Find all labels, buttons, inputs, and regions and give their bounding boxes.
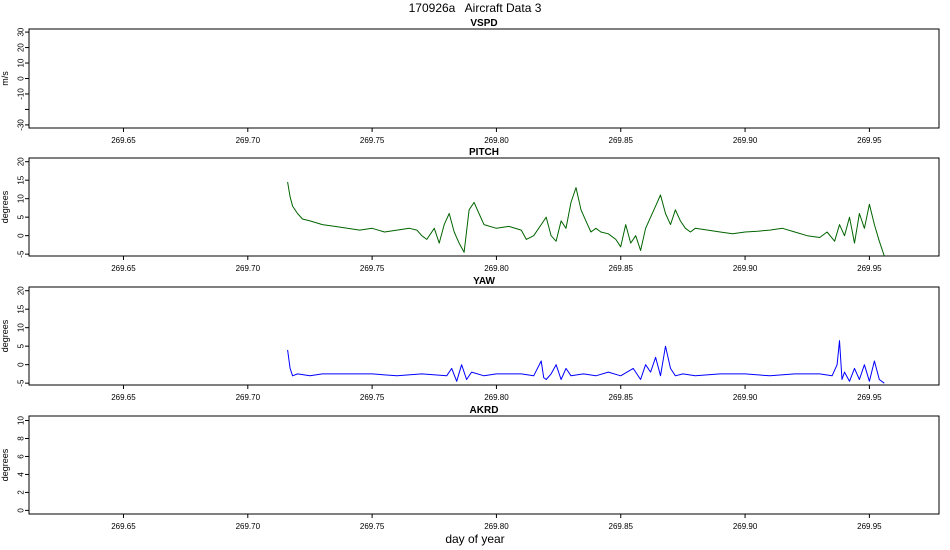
vspd-y-tick-label: -30 <box>16 119 25 131</box>
yaw-y-tick-label: 0 <box>16 362 25 367</box>
yaw-x-tick-label: 269.95 <box>857 393 882 402</box>
akrd-y-axis-label: degrees <box>0 448 10 481</box>
x-axis-label: day of year <box>445 532 505 546</box>
yaw-plot-frame <box>28 286 940 386</box>
pitch-y-tick-label: 0 <box>16 233 25 238</box>
akrd-x-tick-label: 269.85 <box>609 522 634 531</box>
vspd-x-tick-label: 269.80 <box>484 136 509 145</box>
pitch-x-tick-label: 269.75 <box>360 264 385 273</box>
pitch-x-tick-label: 269.90 <box>733 264 758 273</box>
akrd-x-tick-label: 269.70 <box>236 522 261 531</box>
vspd-x-tick-label: 269.70 <box>236 136 261 145</box>
vspd-y-tick-label: 20 <box>16 43 25 52</box>
yaw-series-line <box>287 340 885 384</box>
akrd-panel-title: AKRD <box>470 405 499 416</box>
vspd-y-tick-label: 10 <box>16 58 25 67</box>
yaw-y-tick-label: 5 <box>16 343 25 348</box>
yaw-x-tick-label: 269.75 <box>360 393 385 402</box>
akrd-x-tick-label: 269.80 <box>484 522 509 531</box>
pitch-y-tick-label: -5 <box>16 250 25 258</box>
yaw-y-tick-label: 10 <box>16 323 25 332</box>
pitch-x-tick-label: 269.70 <box>236 264 261 273</box>
akrd-y-tick-label: 10 <box>16 415 25 424</box>
yaw-x-tick-label: 269.85 <box>609 393 634 402</box>
vspd-x-tick-label: 269.95 <box>857 136 882 145</box>
vspd-y-tick-label: 30 <box>16 27 25 36</box>
pitch-y-tick-label: 10 <box>16 194 25 203</box>
akrd-x-tick-label: 269.95 <box>857 522 882 531</box>
vspd-y-axis-label: m/s <box>0 71 10 86</box>
pitch-series-line <box>287 181 885 257</box>
vspd-plot-frame <box>28 28 940 129</box>
pitch-x-tick-label: 269.95 <box>857 264 882 273</box>
pitch-x-tick-label: 269.65 <box>111 264 136 273</box>
pitch-plot-frame <box>28 157 940 257</box>
akrd-y-tick-label: 4 <box>16 472 25 477</box>
pitch-y-axis-label: degrees <box>0 190 10 223</box>
pitch-x-tick-label: 269.85 <box>609 264 634 273</box>
pitch-x-tick-label: 269.80 <box>484 264 509 273</box>
yaw-y-axis-label: degrees <box>0 319 10 352</box>
vspd-x-tick-label: 269.65 <box>111 136 136 145</box>
yaw-x-tick-label: 269.65 <box>111 393 136 402</box>
yaw-y-tick-label: -5 <box>16 379 25 387</box>
yaw-x-tick-label: 269.70 <box>236 393 261 402</box>
yaw-x-tick-label: 269.90 <box>733 393 758 402</box>
pitch-y-tick-label: 5 <box>16 214 25 219</box>
akrd-x-tick-label: 269.75 <box>360 522 385 531</box>
figure-title: 170926a Aircraft Data 3 <box>408 1 542 15</box>
vspd-panel-title: VSPD <box>470 18 497 29</box>
akrd-y-tick-label: 6 <box>16 454 25 459</box>
vspd-x-tick-label: 269.85 <box>609 136 634 145</box>
vspd-x-tick-label: 269.90 <box>733 136 758 145</box>
akrd-y-tick-label: 8 <box>16 436 25 441</box>
akrd-y-tick-label: 0 <box>16 508 25 513</box>
yaw-y-tick-label: 15 <box>16 304 25 313</box>
akrd-x-tick-label: 269.90 <box>733 522 758 531</box>
pitch-y-tick-label: 20 <box>16 157 25 166</box>
vspd-y-tick-label: 0 <box>16 76 25 81</box>
pitch-y-tick-label: 15 <box>16 175 25 184</box>
vspd-y-tick-label: -10 <box>16 88 25 100</box>
vspd-x-tick-label: 269.75 <box>360 136 385 145</box>
akrd-plot-frame <box>28 415 940 515</box>
yaw-panel-title: YAW <box>473 276 495 287</box>
akrd-y-tick-label: 2 <box>16 490 25 495</box>
yaw-y-tick-label: 20 <box>16 286 25 295</box>
akrd-x-tick-label: 269.65 <box>111 522 136 531</box>
yaw-x-tick-label: 269.80 <box>484 393 509 402</box>
pitch-panel-title: PITCH <box>469 147 499 158</box>
